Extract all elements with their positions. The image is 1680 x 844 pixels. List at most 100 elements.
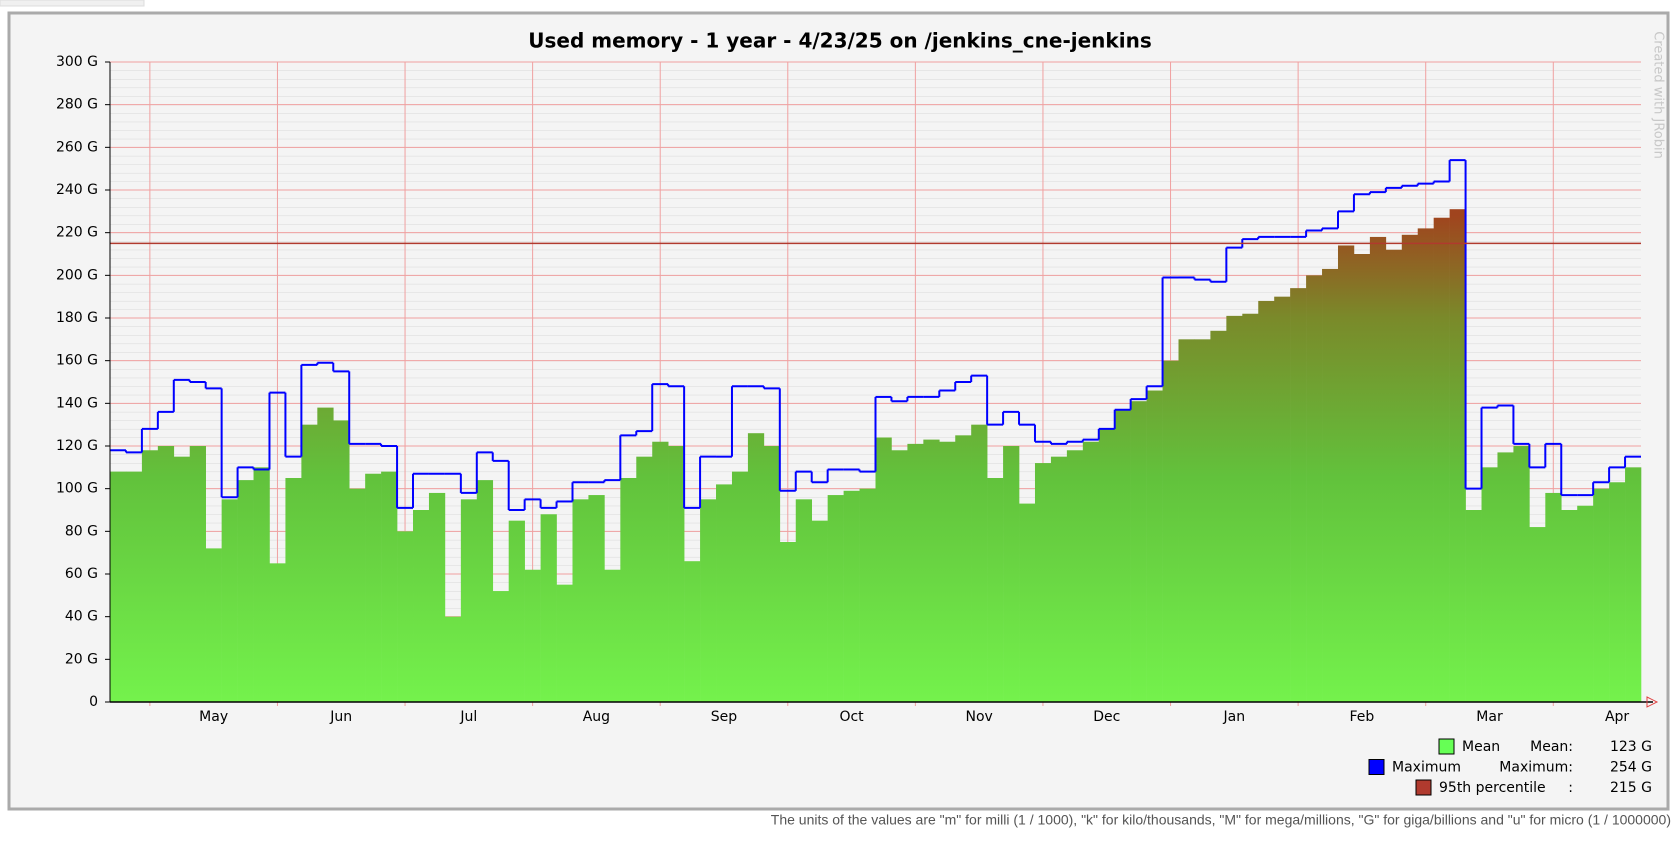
bar xyxy=(1050,456,1068,702)
bar xyxy=(173,456,191,702)
y-tick-label: 180 G xyxy=(56,310,98,326)
bar xyxy=(285,478,302,702)
bar xyxy=(317,407,334,702)
x-tick-label: Nov xyxy=(965,709,992,725)
bar xyxy=(397,531,414,702)
bar xyxy=(955,435,972,702)
bar xyxy=(1337,245,1355,702)
bar xyxy=(1353,254,1371,702)
bar xyxy=(460,499,478,702)
stat-label: : xyxy=(1568,780,1573,796)
bar xyxy=(859,488,876,702)
legend-label: Mean xyxy=(1462,739,1500,755)
bar xyxy=(700,499,717,702)
bar xyxy=(1290,288,1307,702)
bar xyxy=(1561,510,1578,702)
bar xyxy=(1274,296,1291,702)
y-tick-label: 80 G xyxy=(65,523,98,539)
y-tick-label: 240 G xyxy=(56,182,98,198)
bar xyxy=(1019,503,1036,702)
y-tick-label: 200 G xyxy=(56,267,98,283)
bar xyxy=(189,446,206,702)
bar xyxy=(811,520,828,702)
bar xyxy=(652,441,669,702)
x-tick-label: Jan xyxy=(1223,709,1246,725)
y-tick-label: 40 G xyxy=(65,609,98,625)
bar xyxy=(205,548,222,702)
bar xyxy=(556,584,573,702)
bar xyxy=(668,446,685,702)
bar xyxy=(157,446,175,702)
bar xyxy=(1577,505,1594,702)
y-tick-label: 280 G xyxy=(56,97,98,113)
bar xyxy=(301,424,318,702)
bar xyxy=(1194,339,1211,702)
bar xyxy=(763,446,781,702)
bar xyxy=(508,520,525,702)
bar xyxy=(1385,249,1403,702)
bar xyxy=(939,441,956,702)
stat-label: Mean: xyxy=(1530,739,1573,755)
tab xyxy=(0,0,145,7)
bar xyxy=(110,471,127,702)
bar xyxy=(875,437,892,702)
bar xyxy=(492,591,509,702)
x-tick-label: Aug xyxy=(583,709,610,725)
bar xyxy=(1369,236,1387,702)
bar xyxy=(1066,450,1084,702)
y-tick-label: 20 G xyxy=(65,651,98,667)
legend-swatch xyxy=(1368,759,1385,775)
y-tick-label: 300 G xyxy=(56,54,98,70)
legend-swatch xyxy=(1415,779,1432,796)
bar xyxy=(572,499,589,702)
bar xyxy=(1003,446,1020,702)
bar xyxy=(1210,330,1227,702)
y-tick-label: 260 G xyxy=(56,139,98,155)
bar xyxy=(253,467,270,702)
x-tick-label: Mar xyxy=(1476,709,1503,725)
bar xyxy=(1513,446,1530,702)
x-tick-label: Apr xyxy=(1605,709,1629,725)
bar xyxy=(540,514,557,702)
bar xyxy=(716,484,733,702)
bar xyxy=(1130,401,1147,702)
y-tick-label: 100 G xyxy=(56,481,98,497)
bar xyxy=(1545,492,1562,702)
bar xyxy=(1529,527,1546,702)
bar xyxy=(1449,209,1466,702)
bar xyxy=(524,569,541,702)
y-tick-label: 140 G xyxy=(56,395,98,411)
bar xyxy=(1034,463,1052,702)
bar xyxy=(1146,390,1163,702)
bar xyxy=(987,478,1004,702)
bar xyxy=(747,433,765,702)
legend-label: 95th percentile xyxy=(1439,780,1546,796)
bar xyxy=(413,510,430,702)
bar xyxy=(731,471,749,702)
bar xyxy=(125,471,143,702)
bar xyxy=(907,443,924,702)
bar xyxy=(476,480,494,702)
bar xyxy=(381,471,398,702)
watermark: Created with JRobin xyxy=(1651,31,1666,159)
bar xyxy=(428,492,446,702)
x-tick-label: Feb xyxy=(1350,709,1375,725)
bar xyxy=(1417,228,1434,702)
y-tick-label: 220 G xyxy=(56,225,98,241)
y-tick-label: 60 G xyxy=(65,566,98,582)
bar xyxy=(1258,300,1275,702)
bar xyxy=(1306,275,1323,702)
bar xyxy=(827,495,844,702)
bar xyxy=(795,499,813,702)
bar xyxy=(620,478,637,702)
bar xyxy=(1082,441,1100,702)
legend-swatch xyxy=(1438,738,1455,755)
x-arrow xyxy=(1646,696,1659,708)
bar xyxy=(1481,467,1498,702)
bar xyxy=(1593,488,1610,702)
x-tick-label: Sep xyxy=(711,709,738,725)
x-tick-label: May xyxy=(199,709,228,725)
bar xyxy=(1322,268,1339,702)
bar xyxy=(1114,409,1131,702)
